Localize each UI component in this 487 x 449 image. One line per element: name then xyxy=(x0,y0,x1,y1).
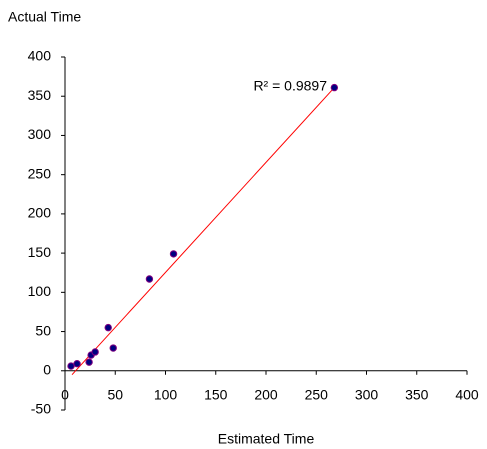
point xyxy=(85,358,93,366)
x-tick-label: 400 xyxy=(455,386,479,402)
trendline xyxy=(71,87,335,376)
y-tick-label: 200 xyxy=(28,205,52,221)
point xyxy=(145,275,154,283)
y-tick-label: 0 xyxy=(43,361,51,377)
point xyxy=(104,323,112,332)
point xyxy=(73,360,81,368)
point xyxy=(330,83,339,92)
y-tick-label: -50 xyxy=(31,401,51,417)
x-tick-label: 250 xyxy=(305,386,329,402)
x-tick-label: 0 xyxy=(61,386,69,402)
y-tick-label: 350 xyxy=(28,87,52,103)
y-tick-label: 50 xyxy=(35,322,51,338)
x-tick-label: 350 xyxy=(405,386,429,402)
y-axis-label: Actual Time xyxy=(8,9,81,25)
point xyxy=(67,362,75,370)
x-tick-label: 150 xyxy=(204,386,228,402)
y-tick-label: 400 xyxy=(28,48,52,64)
x-tick-label: 100 xyxy=(154,386,178,402)
point xyxy=(109,344,117,352)
x-axis-label: Estimated Time xyxy=(218,431,315,447)
x-tick-label: 200 xyxy=(254,386,278,402)
x-tick-label: 300 xyxy=(355,386,379,402)
y-tick-label: 150 xyxy=(28,244,52,260)
y-tick-label: 300 xyxy=(28,126,52,142)
point xyxy=(169,250,178,258)
point xyxy=(91,348,99,356)
y-tick-label: 100 xyxy=(28,283,52,299)
annotation: R² = 0.9897 xyxy=(253,78,327,94)
y-tick-label: 250 xyxy=(28,165,52,181)
x-tick-label: 50 xyxy=(107,386,123,402)
